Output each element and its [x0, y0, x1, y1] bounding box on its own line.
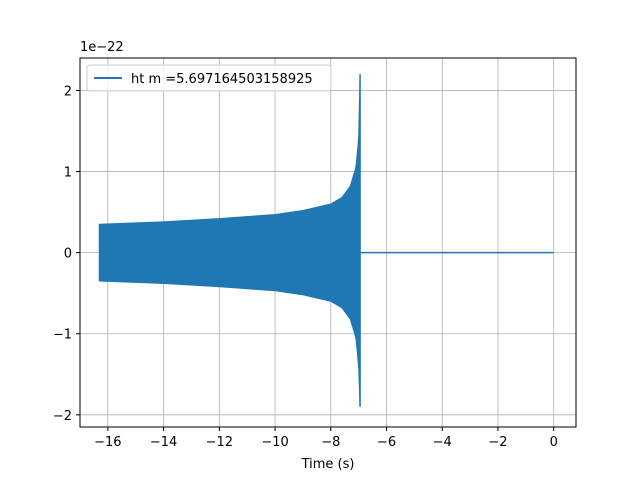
- y-scale-offset-label: 1e−22: [80, 40, 124, 55]
- y-tick-label: 2: [64, 84, 72, 99]
- x-tick-label: −4: [433, 435, 452, 450]
- x-axis-label: Time (s): [301, 457, 355, 472]
- y-tick-label: 1: [64, 166, 72, 181]
- x-tick-label: 0: [550, 435, 558, 450]
- x-tick-label: −2: [488, 435, 507, 450]
- plot-frame: [79, 57, 577, 428]
- legend-box: [86, 64, 332, 92]
- y-tick-label: −1: [53, 328, 72, 343]
- legend-label: ht m =5.697164503158925: [131, 72, 313, 87]
- x-tick-label: −8: [321, 435, 340, 450]
- x-tick-label: −6: [377, 435, 396, 450]
- waveform-envelope: [99, 74, 361, 407]
- legend: ht m =5.697164503158925: [86, 64, 332, 92]
- y-tick-label: −2: [53, 409, 72, 424]
- x-tick-label: −14: [150, 435, 177, 450]
- x-tick-label: −16: [94, 435, 121, 450]
- x-tick-label: −10: [261, 435, 288, 450]
- series-layer: [98, 74, 554, 407]
- y-tick-label: 0: [64, 247, 72, 262]
- x-tick-label: −12: [206, 435, 233, 450]
